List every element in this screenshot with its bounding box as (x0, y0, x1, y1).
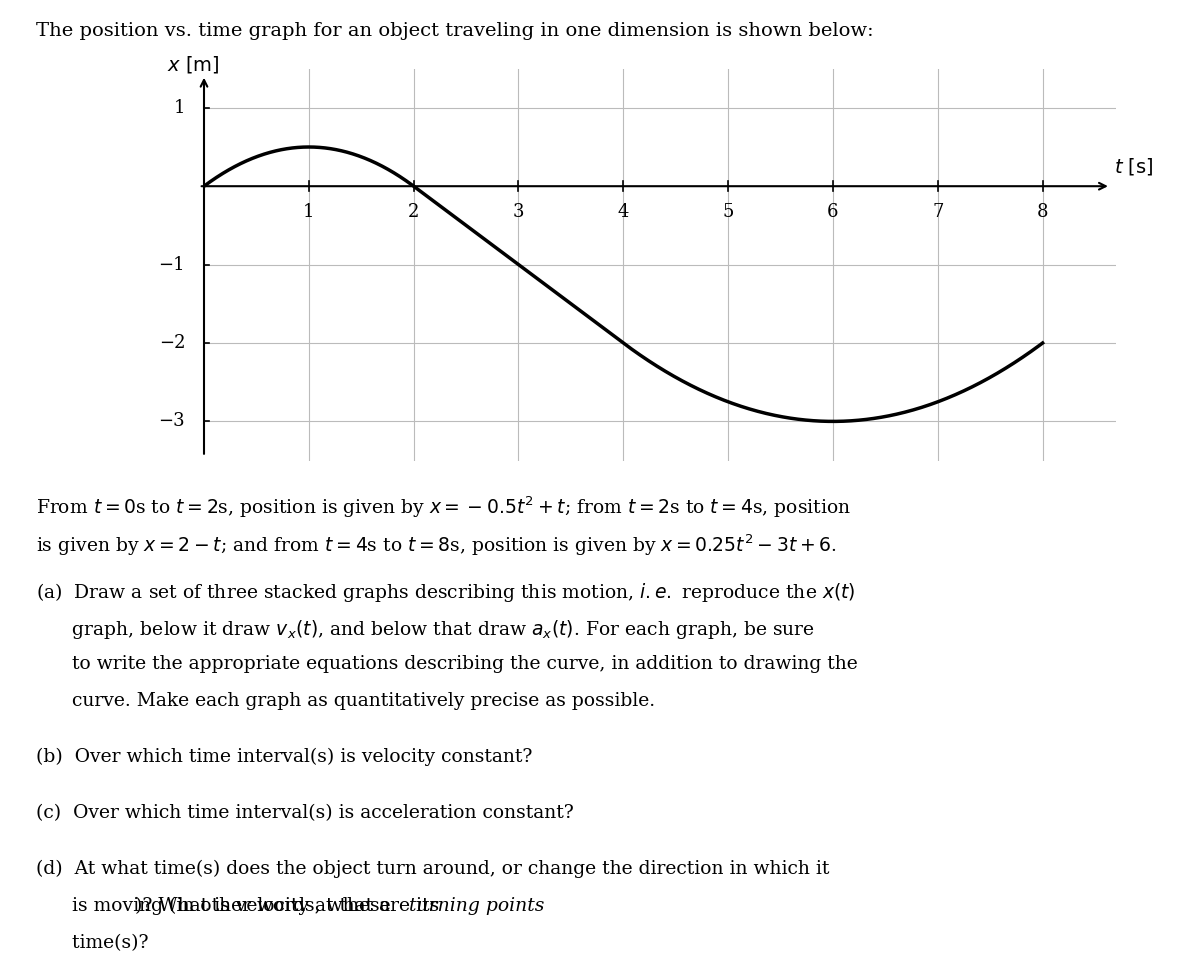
Text: The position vs. time graph for an object traveling in one dimension is shown be: The position vs. time graph for an objec… (36, 22, 874, 39)
Text: 5: 5 (722, 204, 734, 221)
Text: (c)  Over which time interval(s) is acceleration constant?: (c) Over which time interval(s) is accel… (36, 804, 574, 822)
Text: (d)  At what time(s) does the object turn around, or change the direction in whi: (d) At what time(s) does the object turn… (36, 859, 829, 878)
Text: −3: −3 (158, 413, 185, 430)
Text: (a)  Draw a set of three stacked graphs describing this motion, $i.e.$ reproduce: (a) Draw a set of three stacked graphs d… (36, 580, 856, 604)
Text: graph, below it draw $v_x(t)$, and below that draw $a_x(t)$. For each graph, be : graph, below it draw $v_x(t)$, and below… (36, 617, 815, 641)
Text: (b)  Over which time interval(s) is velocity constant?: (b) Over which time interval(s) is veloc… (36, 748, 533, 766)
Text: is given by $x = 2-t$; and from $t = 4$s to $t = 8$s, position is given by $x = : is given by $x = 2-t$; and from $t = 4$s… (36, 532, 836, 558)
Text: to write the appropriate equations describing the curve, in addition to drawing : to write the appropriate equations descr… (36, 655, 858, 673)
Text: 3: 3 (512, 204, 524, 221)
Text: 8: 8 (1037, 204, 1049, 221)
Text: is moving (in other words, what are its: is moving (in other words, what are its (36, 897, 445, 915)
Text: 2: 2 (408, 204, 419, 221)
Text: is moving (in other words, what are its: is moving (in other words, what are its (36, 897, 445, 915)
Text: 1: 1 (174, 99, 185, 117)
Text: 6: 6 (827, 204, 839, 221)
Text: $t\ [\mathrm{s}]$: $t\ [\mathrm{s}]$ (1114, 156, 1153, 176)
Text: 7: 7 (932, 204, 943, 221)
Text: −1: −1 (158, 256, 185, 273)
Text: $x\ [\mathrm{m}]$: $x\ [\mathrm{m}]$ (167, 54, 220, 74)
Text: curve. Make each graph as quantitatively precise as possible.: curve. Make each graph as quantitatively… (36, 692, 655, 710)
Text: turning points: turning points (409, 897, 545, 915)
Text: −2: −2 (158, 334, 185, 352)
Text: )? What is velocity at these: )? What is velocity at these (136, 897, 391, 915)
Text: From $t = 0$s to $t = 2$s, position is given by $x = -0.5t^2+t$; from $t = 2$s t: From $t = 0$s to $t = 2$s, position is g… (36, 495, 851, 520)
Text: 4: 4 (618, 204, 629, 221)
Text: time(s)?: time(s)? (36, 934, 149, 953)
Text: 1: 1 (304, 204, 314, 221)
